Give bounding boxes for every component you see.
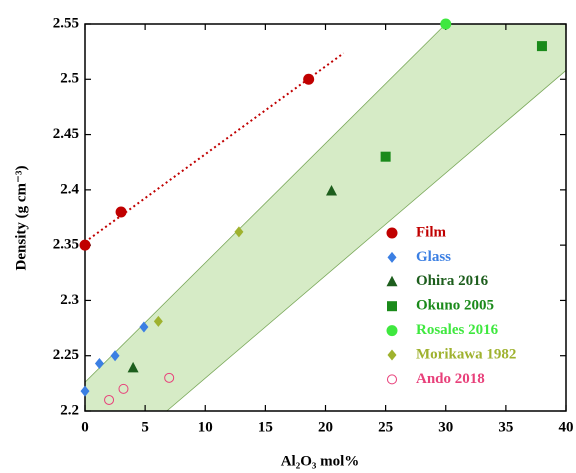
y-axis-label: Density (g cm⁻³)	[13, 166, 29, 271]
x-tick-label: 30	[438, 419, 453, 435]
legend-label: Okuno 2005	[416, 298, 494, 314]
legend-marker	[387, 301, 397, 312]
point	[380, 151, 391, 162]
point	[104, 394, 115, 405]
x-tick-label: 40	[559, 419, 574, 435]
x-tick-label: 25	[378, 419, 393, 435]
point	[80, 385, 90, 397]
legend-label: Ando 2018	[416, 371, 485, 387]
legend-marker	[387, 374, 397, 385]
x-tick-label: 35	[498, 419, 513, 435]
y-tick-label: 2.35	[53, 237, 79, 253]
y-tick-label: 2.25	[53, 347, 79, 363]
y-tick-label: 2.3	[60, 292, 79, 308]
legend-marker	[386, 325, 398, 337]
point	[164, 372, 175, 383]
point	[536, 41, 547, 52]
legend-label: Glass	[416, 249, 451, 265]
point	[139, 321, 149, 333]
legend-label: Ohira 2016	[416, 273, 489, 289]
legend-marker	[387, 251, 397, 263]
legend-marker	[386, 227, 398, 239]
legend-label: Film	[416, 224, 446, 240]
point	[79, 239, 91, 251]
point	[153, 315, 163, 327]
point	[110, 350, 120, 362]
point	[118, 383, 129, 394]
x-tick-label: 0	[81, 419, 89, 435]
legend-label: Morikawa 1982	[416, 346, 516, 362]
point	[94, 357, 104, 369]
x-tick-label: 5	[141, 419, 149, 435]
legend-marker	[386, 275, 398, 287]
point	[326, 184, 338, 196]
point	[440, 18, 452, 30]
trend-line	[84, 52, 345, 243]
x-axis-label: Al₂O₃ mol%	[281, 453, 360, 469]
point	[303, 73, 315, 85]
y-tick-label: 2.45	[53, 126, 79, 142]
legend-label: Rosales 2016	[416, 322, 499, 338]
y-tick-label: 2.5	[60, 71, 79, 87]
x-tick-label: 15	[258, 419, 273, 435]
point	[127, 361, 139, 373]
y-tick-label: 2.2	[60, 402, 79, 418]
x-tick-label: 20	[318, 419, 333, 435]
y-tick-label: 2.55	[53, 15, 79, 31]
legend-marker	[387, 349, 397, 361]
x-tick-label: 10	[198, 419, 213, 435]
point	[234, 226, 244, 238]
point	[115, 206, 127, 218]
y-tick-label: 2.4	[60, 181, 79, 197]
